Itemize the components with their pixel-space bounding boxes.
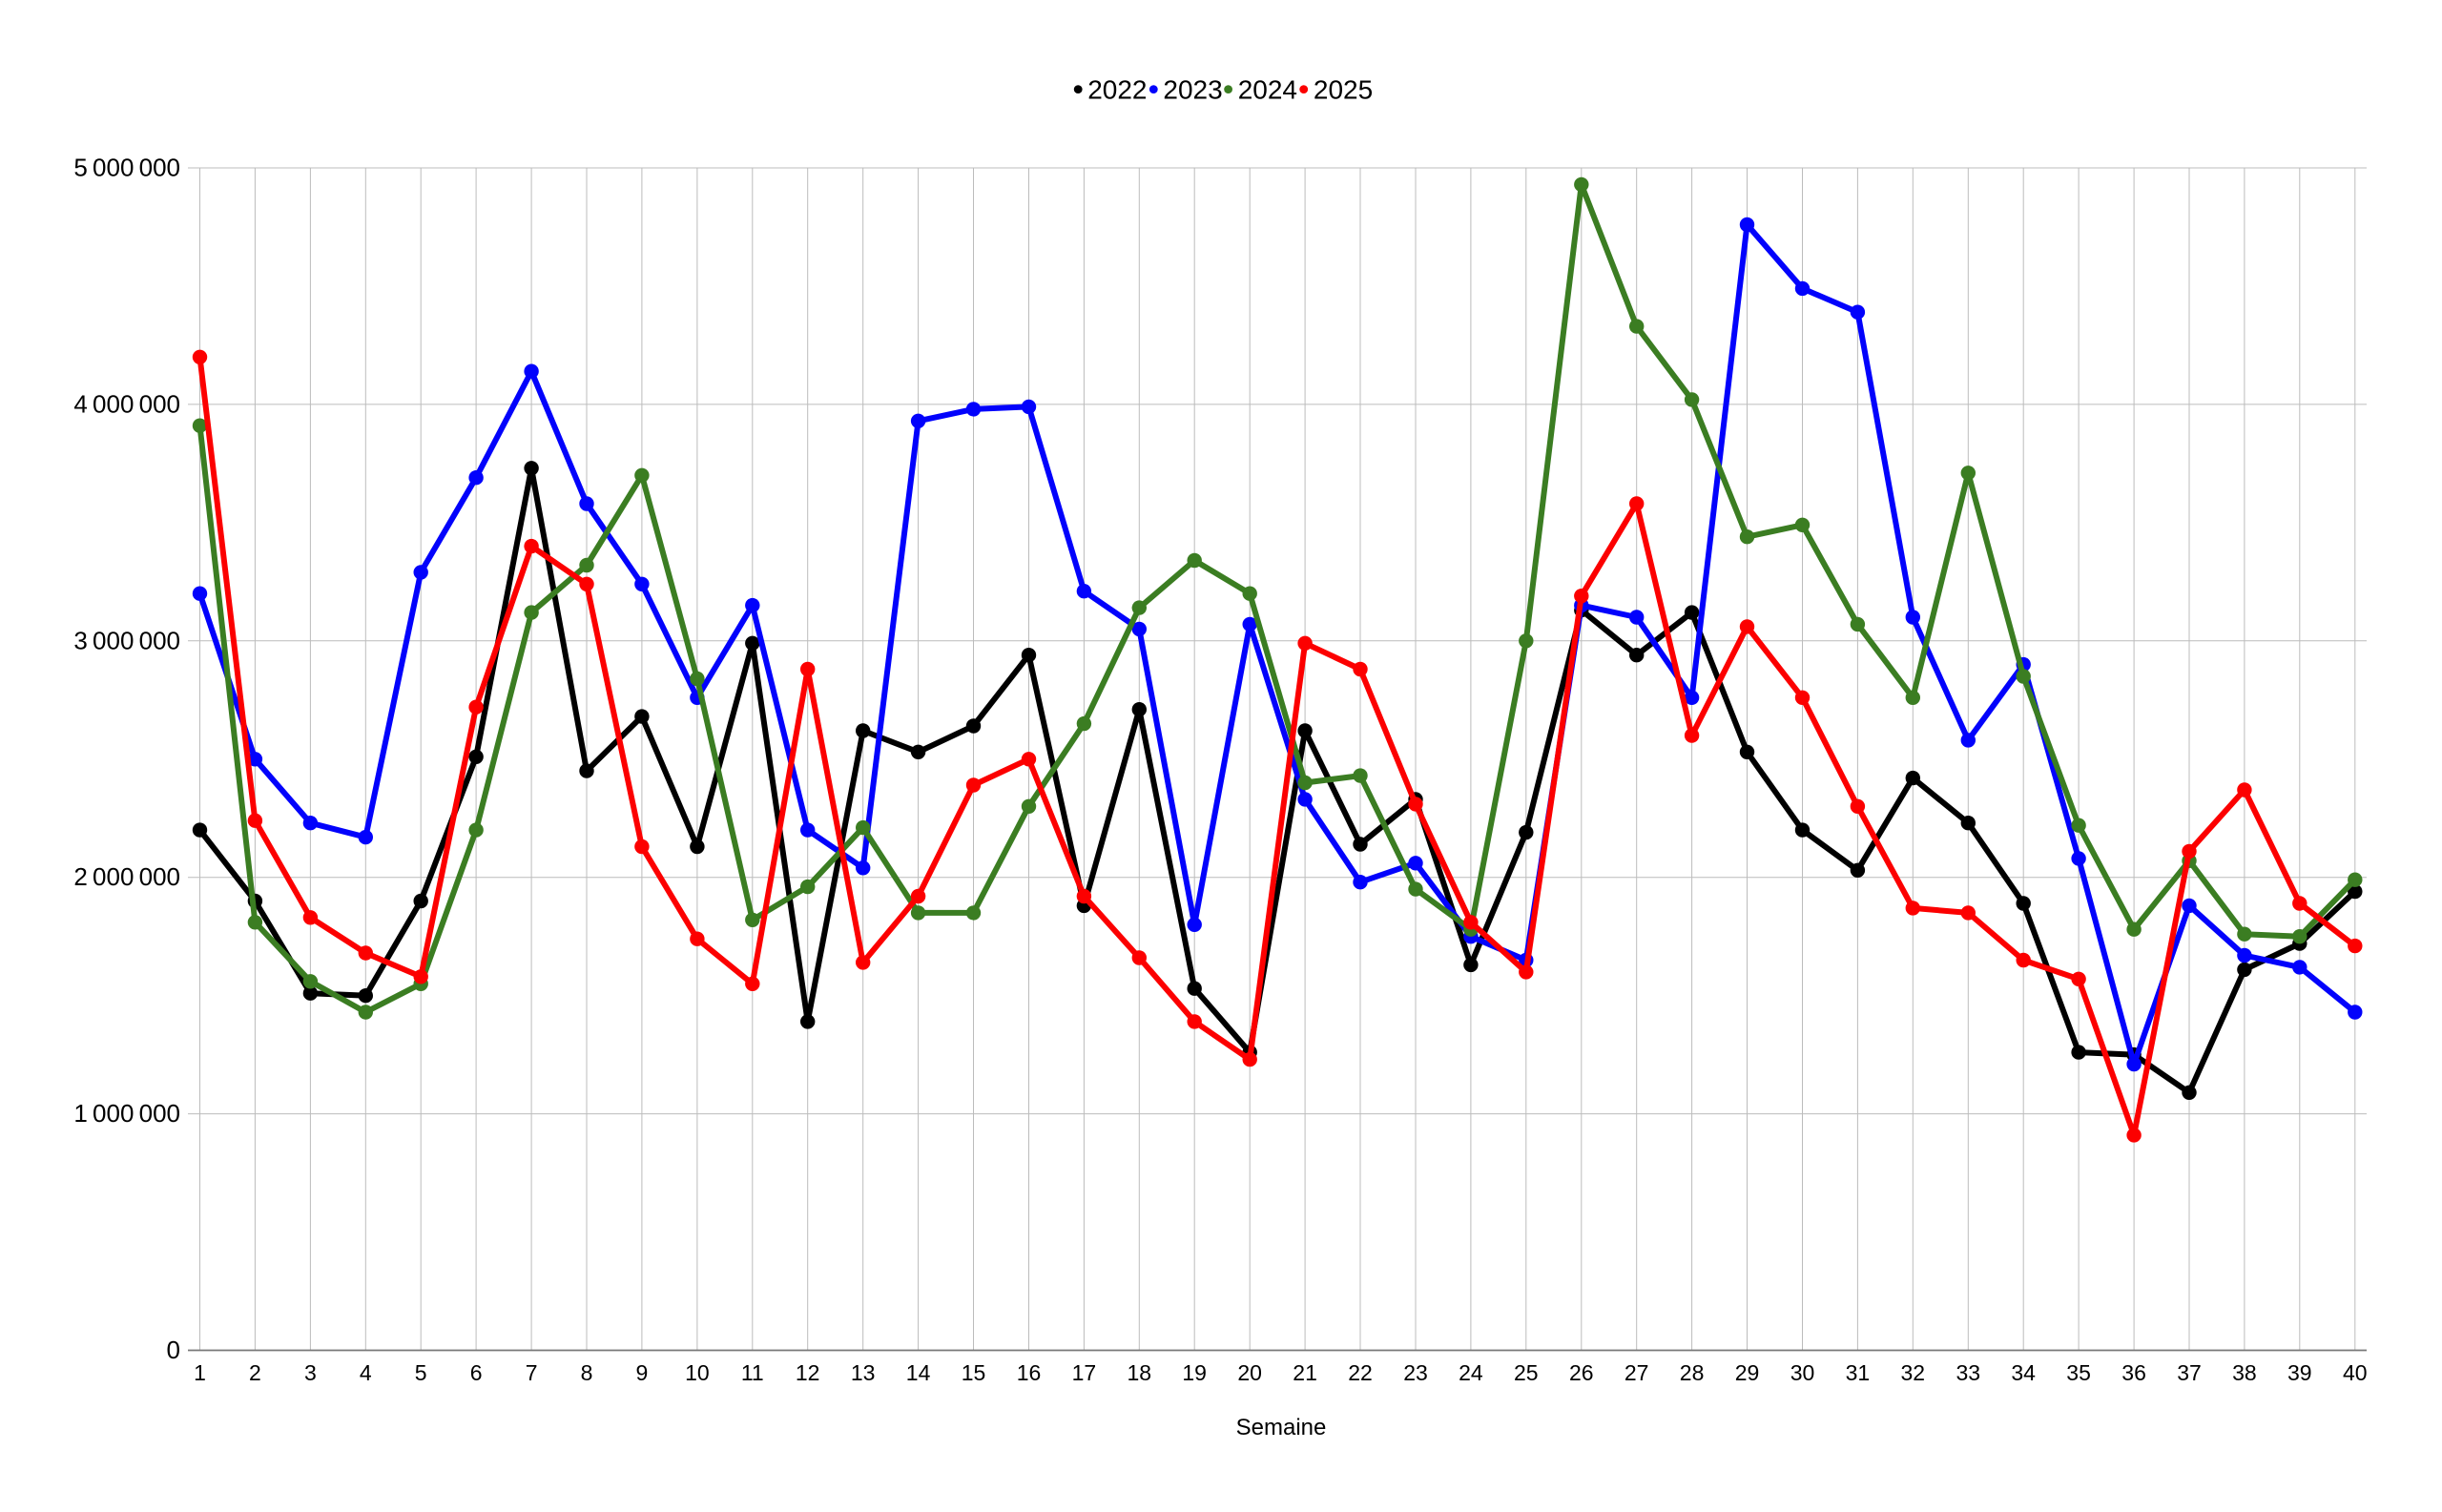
- svg-text:36: 36: [2121, 1360, 2146, 1385]
- svg-text:12: 12: [796, 1360, 820, 1385]
- svg-text:16: 16: [1017, 1360, 1042, 1385]
- svg-text:2025: 2025: [1314, 75, 1373, 105]
- svg-text:2023: 2023: [1163, 75, 1222, 105]
- svg-text:39: 39: [2287, 1360, 2312, 1385]
- svg-text:10: 10: [685, 1360, 710, 1385]
- svg-text:18: 18: [1128, 1360, 1152, 1385]
- svg-text:14: 14: [906, 1360, 931, 1385]
- svg-text:5 000 000: 5 000 000: [73, 154, 180, 182]
- svg-text:3: 3: [304, 1360, 317, 1385]
- svg-text:28: 28: [1680, 1360, 1705, 1385]
- svg-text:20: 20: [1237, 1360, 1262, 1385]
- svg-text:38: 38: [2232, 1360, 2257, 1385]
- svg-text:40: 40: [2343, 1360, 2368, 1385]
- svg-text:2: 2: [249, 1360, 261, 1385]
- svg-text:30: 30: [1790, 1360, 1815, 1385]
- svg-text:7: 7: [526, 1360, 538, 1385]
- svg-text:25: 25: [1514, 1360, 1539, 1385]
- svg-text:6: 6: [470, 1360, 483, 1385]
- svg-text:17: 17: [1072, 1360, 1097, 1385]
- svg-text:11: 11: [741, 1360, 764, 1385]
- svg-text:37: 37: [2177, 1360, 2202, 1385]
- svg-text:34: 34: [2011, 1360, 2036, 1385]
- svg-text:8: 8: [581, 1360, 593, 1385]
- svg-text:32: 32: [1901, 1360, 1926, 1385]
- svg-text:1 000 000: 1 000 000: [73, 1099, 180, 1128]
- svg-text:0: 0: [167, 1336, 180, 1364]
- svg-text:22: 22: [1348, 1360, 1373, 1385]
- svg-text:24: 24: [1459, 1360, 1483, 1385]
- svg-text:27: 27: [1625, 1360, 1649, 1385]
- svg-text:15: 15: [962, 1360, 986, 1385]
- svg-text:9: 9: [636, 1360, 649, 1385]
- svg-text:21: 21: [1293, 1360, 1317, 1385]
- svg-text:4: 4: [360, 1360, 372, 1385]
- svg-text:29: 29: [1735, 1360, 1760, 1385]
- svg-text:3 000 000: 3 000 000: [73, 626, 180, 654]
- svg-text:19: 19: [1182, 1360, 1207, 1385]
- svg-text:26: 26: [1569, 1360, 1594, 1385]
- svg-text:31: 31: [1846, 1360, 1871, 1385]
- svg-text:1: 1: [194, 1360, 206, 1385]
- svg-text:35: 35: [2066, 1360, 2091, 1385]
- svg-text:2022: 2022: [1087, 75, 1147, 105]
- svg-text:4 000 000: 4 000 000: [73, 389, 180, 418]
- svg-text:33: 33: [1956, 1360, 1981, 1385]
- svg-text:5: 5: [415, 1360, 427, 1385]
- svg-text:13: 13: [851, 1360, 876, 1385]
- svg-text:2 000 000: 2 000 000: [73, 862, 180, 891]
- svg-text:Semaine: Semaine: [1236, 1415, 1327, 1440]
- svg-text:23: 23: [1403, 1360, 1428, 1385]
- svg-text:2024: 2024: [1238, 75, 1297, 105]
